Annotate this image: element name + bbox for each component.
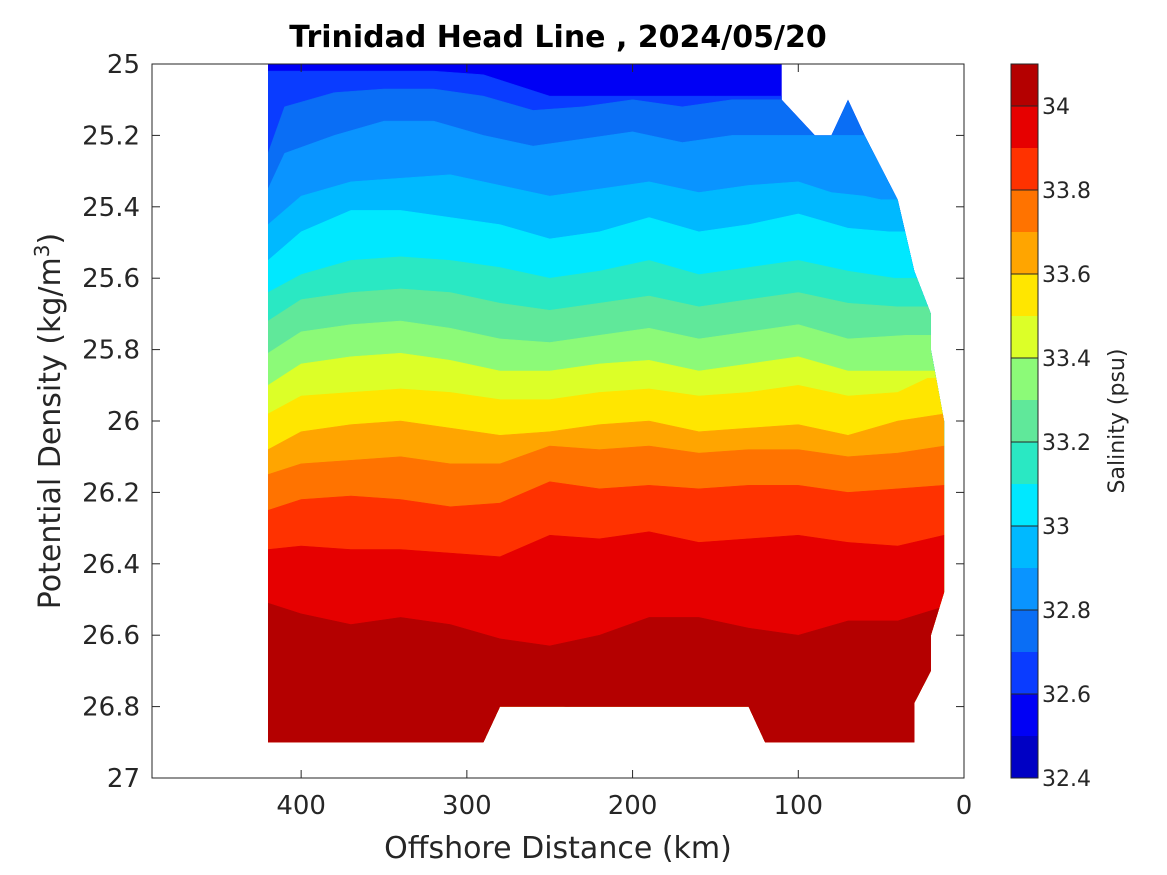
colorbar-segment [1011,610,1038,652]
colorbar-segment [1011,652,1038,694]
y-tick-label: 27 [107,764,140,794]
x-tick-label: 200 [608,791,658,821]
y-axis-label-main: Potential Density (kg/m [33,257,68,609]
y-tick-label: 25 [107,50,140,80]
colorbar-segment [1011,232,1038,274]
colorbar-label: Salinity (psu) [1105,349,1130,494]
contour-fill-layer [268,64,945,743]
y-tick-label: 25.6 [82,264,140,294]
y-axis-label-close: ) [33,233,68,245]
y-tick-label: 26.6 [82,621,140,651]
y-axis-label-superscript: 3 [30,244,54,257]
colorbar-segment [1011,400,1038,442]
y-tick-label: 26.8 [82,693,140,723]
colorbar-segment [1011,442,1038,484]
colorbar-segment [1011,484,1038,526]
colorbar-tick-label: 33.6 [1042,263,1091,288]
x-axis: 400 300 200 100 0 [276,64,972,821]
chart-title: Trinidad Head Line , 2024/05/20 [289,20,826,55]
y-tick-label: 25.8 [82,336,140,366]
colorbar-tick-label: 32.4 [1042,767,1091,792]
colorbar-segment [1011,274,1038,316]
colorbar-segment [1011,190,1038,232]
y-tick-label: 26 [107,407,140,437]
x-tick-label: 300 [442,791,492,821]
y-tick-label: 26.4 [82,550,140,580]
y-axis: 25 25.2 25.4 25.6 25.8 26 26.2 26.4 26.6 26.8 27 [82,50,964,794]
colorbar: 32.4 32.6 32.8 33 33.2 33.4 33.6 33.8 34 [1010,63,1091,792]
colorbar-tick-label: 32.8 [1042,599,1091,624]
y-axis-label: Potential Density (kg/m3) [30,233,68,609]
x-tick-label: 400 [276,791,326,821]
colorbar-segment [1011,64,1038,106]
colorbar-segment [1011,358,1038,400]
x-tick-label: 0 [956,791,973,821]
colorbar-segment [1011,694,1038,736]
y-tick-label: 26.2 [82,478,140,508]
colorbar-segment [1011,316,1038,358]
colorbar-tick-label: 32.6 [1042,683,1091,708]
colorbar-segment [1011,568,1038,610]
colorbar-tick-label: 33.2 [1042,431,1091,456]
colorbar-segment [1011,736,1038,778]
colorbar-tick-label: 33 [1042,515,1070,540]
colorbar-segment [1011,148,1038,190]
x-axis-label: Offshore Distance (km) [384,831,732,866]
colorbar-tick-label: 33.4 [1042,347,1091,372]
y-tick-label: 25.2 [82,121,140,151]
colorbar-tick-label: 33.8 [1042,179,1091,204]
colorbar-segment [1011,526,1038,568]
y-tick-label: 25.4 [82,193,140,223]
x-tick-label: 100 [773,791,823,821]
colorbar-tick-label: 34 [1042,95,1070,120]
colorbar-segment [1011,106,1038,148]
